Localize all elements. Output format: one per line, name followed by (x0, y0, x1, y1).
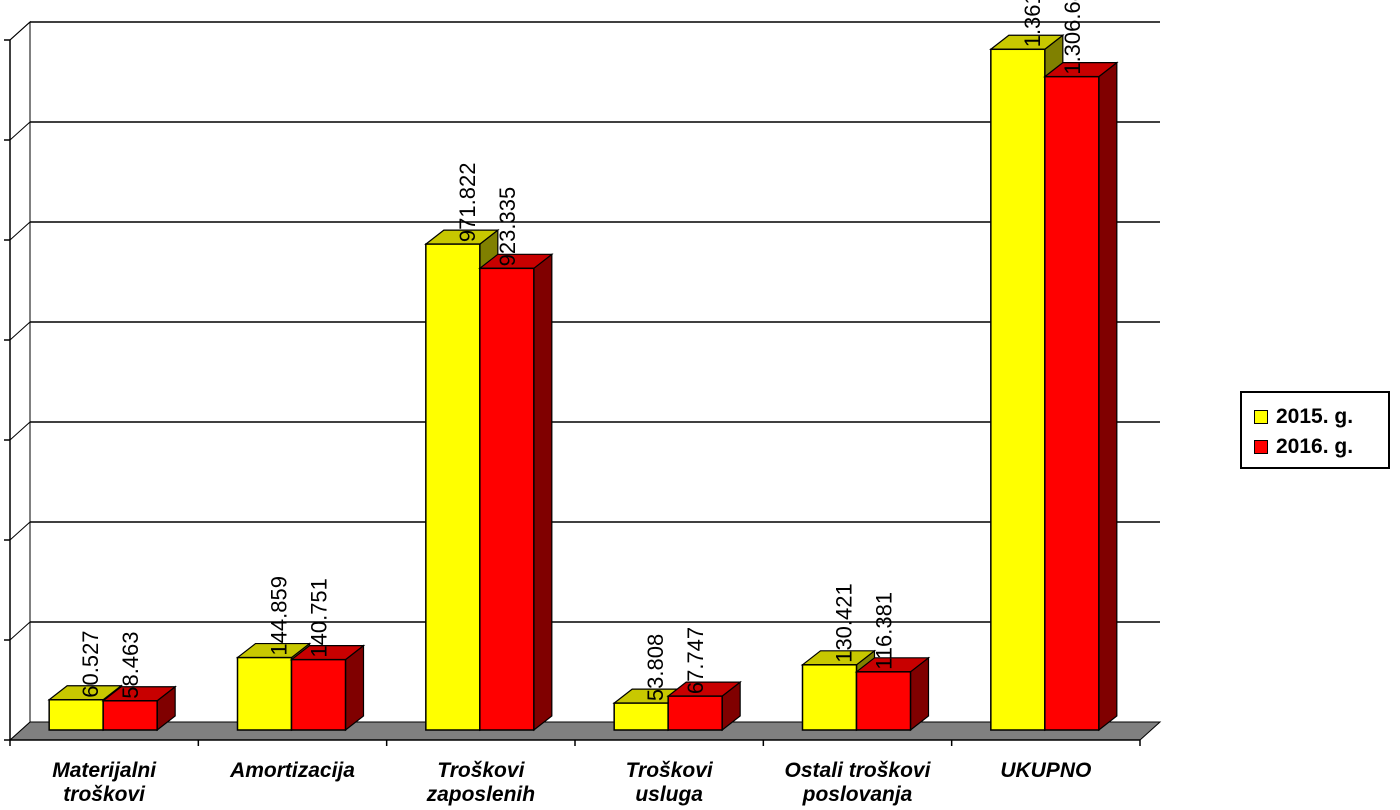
legend-swatch-2015 (1254, 410, 1268, 424)
data-label: 140.751 (307, 578, 332, 658)
legend-swatch-2016 (1254, 440, 1268, 454)
data-label: 923.335 (495, 187, 520, 267)
bar (1044, 75, 1100, 731)
bar-side (1098, 61, 1118, 732)
data-label: 67.747 (683, 627, 708, 694)
legend-item-2016: 2016. g. (1254, 433, 1353, 461)
category-label-line: UKUPNO (1000, 759, 1092, 782)
bar (990, 48, 1046, 731)
gridline-wall (9, 621, 31, 641)
legend-item-2015: 2015. g. (1254, 403, 1353, 431)
bar (801, 664, 858, 731)
bar (613, 702, 669, 731)
bar (102, 700, 158, 731)
gridline-wall (9, 21, 31, 41)
category-label-line: Troškovi (625, 759, 713, 782)
bar (479, 267, 535, 731)
data-label: 60.527 (78, 630, 103, 697)
bar (290, 658, 347, 731)
gridline-wall (9, 521, 31, 541)
legend-label-2016: 2016. g. (1276, 435, 1354, 458)
gridline-wall (9, 121, 31, 141)
data-label: 116.381 (872, 592, 897, 670)
data-label: 971.822 (455, 163, 480, 243)
category-label-line: troškovi (63, 783, 145, 806)
category-label: Troškovi zaposlenih (386, 759, 576, 807)
category-label-line: zaposlenih (426, 783, 536, 806)
bar (425, 243, 481, 731)
category-label-line: usluga (635, 783, 703, 806)
category-label: Materijalni troškovi (9, 759, 199, 807)
bar (855, 671, 912, 731)
data-label: 53.808 (643, 634, 668, 701)
category-label: UKUPNO (951, 759, 1141, 783)
bar-side (533, 253, 553, 732)
category-label-line: Materijalni (52, 759, 157, 782)
category-label: Amortizacija (198, 759, 388, 783)
data-label: 58.463 (118, 631, 143, 698)
bar (667, 695, 723, 731)
category-label-line: Ostali troškovi (784, 759, 931, 782)
category-label-line: poslovanja (802, 783, 913, 806)
category-label: Ostali troškovi poslovanja (763, 759, 953, 807)
legend-label-2015: 2015. g. (1276, 405, 1354, 428)
data-label: 1.361.437 (1020, 0, 1045, 47)
bar (48, 698, 104, 731)
data-label: 1.306.687 (1060, 0, 1085, 75)
gridline-wall (9, 221, 31, 241)
bar (236, 656, 293, 731)
category-label-line: Troškovi (437, 759, 525, 782)
data-label: 130.421 (832, 583, 857, 663)
data-label: 144.859 (267, 576, 292, 656)
category-label: Troškovi usluga (574, 759, 764, 807)
gridline-wall (9, 321, 31, 341)
category-label-line: Amortizacija (230, 759, 355, 782)
chart-left-wall (9, 20, 31, 742)
gridline-wall (9, 421, 31, 441)
legend: 2015. g. 2016. g. (1240, 391, 1390, 469)
chart-floor (8, 721, 1162, 741)
